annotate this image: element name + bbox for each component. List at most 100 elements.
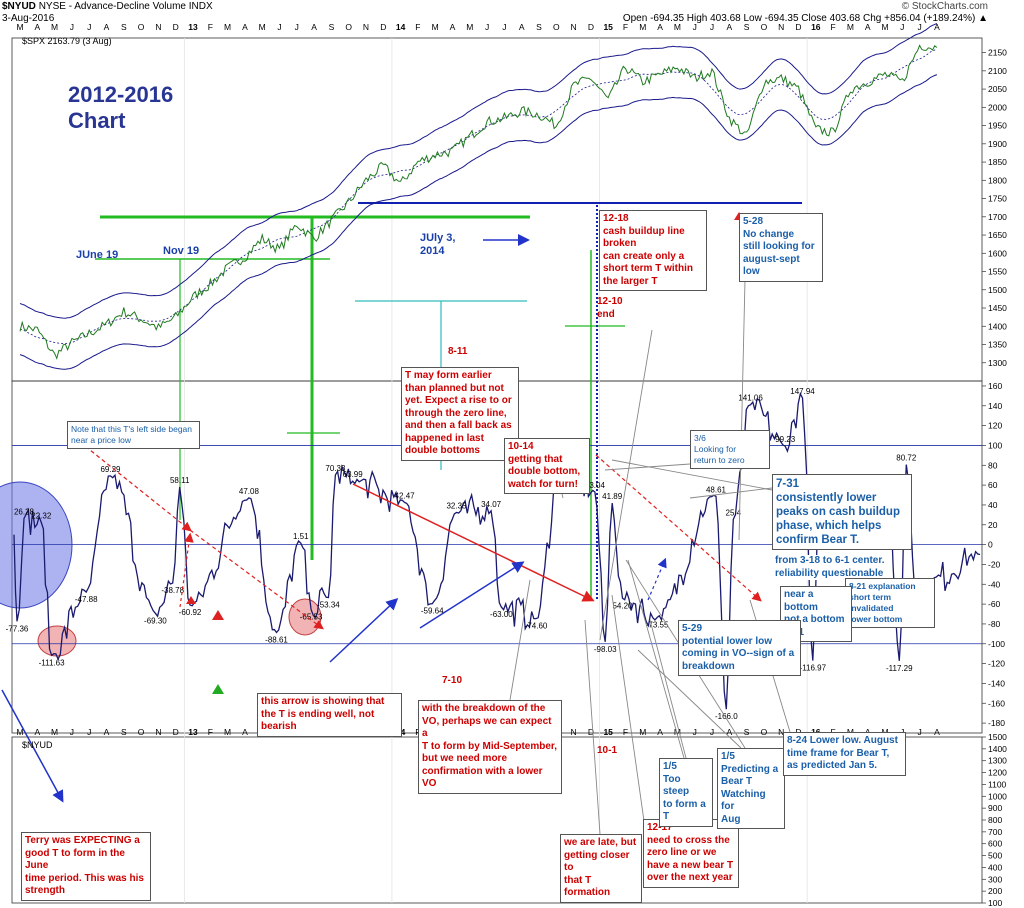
nyud-peak-label: -88.61 xyxy=(265,635,288,644)
note-line: need to cross the xyxy=(647,834,730,846)
note-we-are-late: we are late, but getting closer to that … xyxy=(560,834,642,903)
bottom-month-label: S xyxy=(121,727,127,737)
top-month-label: D xyxy=(380,22,386,32)
top-month-label: A xyxy=(34,22,40,32)
nyud-peak-label: 63.99 xyxy=(343,470,364,479)
top-month-label: M xyxy=(224,22,231,32)
note-line: Too steep xyxy=(663,773,690,798)
note-line: august-sept low xyxy=(743,253,800,278)
lower-y-tick-label: 700 xyxy=(988,827,1002,837)
nyud-y-tick-label: 40 xyxy=(988,500,998,510)
nyud-peak-label: 47.08 xyxy=(239,487,260,496)
nyud-peak-label: 22.32 xyxy=(31,511,52,520)
note-from-3-18: from 3-18 to 6-1 center. reliability que… xyxy=(775,555,885,580)
bottom-month-label: D xyxy=(588,727,594,737)
red-highlight-circle xyxy=(37,625,77,657)
note-line: 12-17 xyxy=(647,822,673,833)
note-leader-line xyxy=(738,279,746,541)
top-month-label: S xyxy=(329,22,335,32)
nyud-y-tick-label: -60 xyxy=(988,599,1001,609)
nyud-peak-label: 42.47 xyxy=(395,491,416,500)
spx-y-tick-label: 1400 xyxy=(988,321,1007,331)
chart-title: 2012-2016 Chart xyxy=(68,82,173,134)
top-month-label: 13 xyxy=(188,22,198,32)
spx-y-tick-label: 1800 xyxy=(988,175,1007,185)
label-june19: JUne 19 xyxy=(76,249,119,261)
nyud-y-tick-label: 60 xyxy=(988,480,998,490)
top-month-label: J xyxy=(710,22,714,32)
top-month-label: O xyxy=(138,22,145,32)
note-line: 10-14 xyxy=(508,441,534,452)
note-line: breakdown xyxy=(682,660,735,672)
note-leader-line xyxy=(689,487,773,499)
label-july3: JUly 3, 2014 xyxy=(420,232,455,258)
price-panel-label: $SPX 2163.79 (3 Aug) xyxy=(22,36,112,46)
top-month-label: S xyxy=(744,22,750,32)
note-line: watch for turn! xyxy=(508,478,578,490)
note-line: 5-28 xyxy=(743,216,764,227)
lower-y-tick-label: 1400 xyxy=(988,744,1007,754)
bottom-month-label: A xyxy=(242,727,248,737)
note-line: with the breakdown of the xyxy=(422,703,546,714)
lower-y-tick-label: 500 xyxy=(988,851,1002,861)
top-month-label: M xyxy=(466,22,473,32)
spx-y-tick-label: 1500 xyxy=(988,285,1007,295)
bottom-month-label: J xyxy=(87,727,91,737)
note-line: we are late, but xyxy=(564,837,637,848)
spx-y-tick-label: 1450 xyxy=(988,303,1007,313)
chart-title-line-1: 2012-2016 xyxy=(68,82,174,107)
lower-y-tick-label: 900 xyxy=(988,803,1002,813)
lower-panel-label: $NYUD xyxy=(22,740,53,750)
note-leader-line xyxy=(649,619,687,759)
note-line: double bottoms xyxy=(405,445,480,456)
nyud-peak-label: -59.64 xyxy=(421,607,444,616)
nyud-y-tick-label: 140 xyxy=(988,401,1002,411)
nyud-peak-label: 25.4 xyxy=(726,508,742,517)
note-leader-line xyxy=(599,329,653,641)
note-line: 1/5 xyxy=(721,751,735,762)
bottom-month-label: F xyxy=(623,727,628,737)
note-line: lower bottom xyxy=(849,614,903,624)
note-getting-double: 10-14 getting that double bottom, watch … xyxy=(504,438,590,494)
label-8-11: 8-11 xyxy=(448,346,468,357)
note-line: getting that xyxy=(508,453,563,465)
note-line: broken xyxy=(603,238,637,249)
chart-title-line-2: Chart xyxy=(68,108,126,133)
top-month-label: O xyxy=(553,22,560,32)
note-line: and then a fall back as xyxy=(405,420,512,431)
symbol-line: $NYUD NYSE - Advance-Decline Volume INDX xyxy=(2,1,213,12)
bottom-month-label: M xyxy=(224,727,231,737)
note-line: Terry was EXPECTING a xyxy=(25,835,140,846)
nyud-peak-label: -38.78 xyxy=(161,586,184,595)
note-line: reliability questionable xyxy=(775,567,884,579)
spx-lower-band xyxy=(19,74,938,370)
nyud-peak-label: -73.55 xyxy=(646,621,669,630)
note-left-side: Note that this T's left side began near … xyxy=(67,421,200,449)
note-looking-return: 3/6 Looking for return to zero xyxy=(690,430,770,469)
spx-price-line xyxy=(19,44,938,360)
nyud-peak-label: -53.34 xyxy=(317,600,340,609)
nyud-y-tick-label: -160 xyxy=(988,698,1005,708)
label-10-1: 10-1 xyxy=(597,745,618,756)
nyud-peak-label: -65.53 xyxy=(300,613,323,622)
spx-y-tick-label: 1600 xyxy=(988,248,1007,258)
spx-y-tick-label: 1300 xyxy=(988,358,1007,368)
spx-y-tick-label: 1550 xyxy=(988,267,1007,277)
nyud-peak-label: -98.03 xyxy=(594,645,617,654)
lower-y-tick-label: 1500 xyxy=(988,732,1007,742)
note-leader-line xyxy=(611,459,773,491)
top-month-label: S xyxy=(121,22,127,32)
nyud-peak-label: -74.60 xyxy=(525,622,548,631)
top-month-label: O xyxy=(761,22,768,32)
note-line: coming in VO--sign of a xyxy=(682,648,795,659)
note-line: 8-21 explanation xyxy=(849,581,916,591)
top-month-label: A xyxy=(934,22,940,32)
note-line: short term xyxy=(849,592,892,602)
note-consistently-lower: 7-31 consistently lower peaks on cash bu… xyxy=(772,474,912,550)
ohlc-readout: Open -694.35 High 403.68 Low -694.35 Clo… xyxy=(622,13,988,24)
note-line: 7-31 xyxy=(776,478,800,490)
nyud-y-tick-label: 100 xyxy=(988,440,1002,450)
note-line: bearish xyxy=(261,721,297,732)
label-july3-line-1: JUly 3, xyxy=(420,232,456,244)
